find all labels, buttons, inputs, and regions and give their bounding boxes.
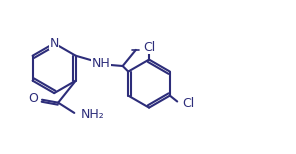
Text: Cl: Cl: [182, 97, 194, 110]
Text: O: O: [29, 92, 38, 105]
Text: NH₂: NH₂: [81, 108, 104, 121]
Text: NH: NH: [91, 57, 110, 70]
Text: N: N: [49, 37, 59, 50]
Text: Cl: Cl: [143, 41, 155, 54]
